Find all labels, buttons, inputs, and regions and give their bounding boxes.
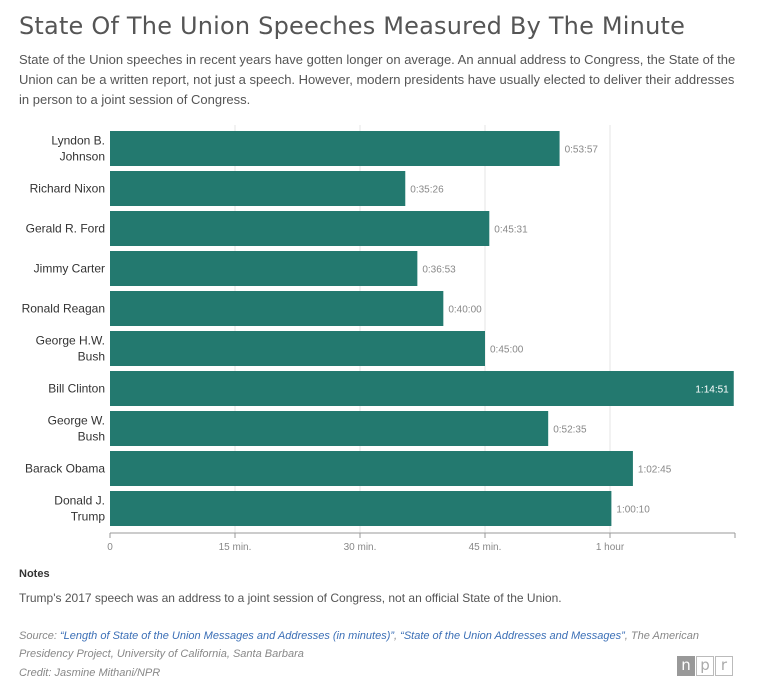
bar (110, 171, 406, 206)
bar (110, 291, 444, 326)
bar (110, 451, 633, 486)
category-label: Donald J. (54, 494, 105, 508)
credit-text: Credit: Jasmine Mithani/NPR (19, 667, 161, 679)
category-label: Gerald R. Ford (26, 222, 105, 236)
bar (110, 131, 560, 166)
source-separator: , (394, 630, 401, 642)
npr-logo: n p r (677, 656, 734, 676)
npr-logo-p: p (696, 656, 714, 676)
data-label: 0:45:00 (490, 345, 524, 356)
bar (110, 331, 485, 366)
category-label: Trump (71, 510, 106, 524)
x-tick-label: 30 min. (344, 542, 377, 553)
category-label: Ronald Reagan (22, 302, 105, 316)
source-link-addresses[interactable]: “State of the Union Addresses and Messag… (400, 630, 625, 642)
x-tick-label: 45 min. (469, 542, 502, 553)
source-link-length[interactable]: “Length of State of the Union Messages a… (59, 630, 395, 642)
category-label: Richard Nixon (30, 182, 105, 196)
data-label: 0:40:00 (448, 305, 482, 316)
bar (110, 371, 734, 406)
data-label: 0:45:31 (494, 225, 528, 236)
category-label: George W. (48, 414, 105, 428)
npr-logo-r: r (715, 656, 733, 676)
data-label: 1:14:51 (695, 385, 729, 396)
category-label: Bush (78, 350, 105, 364)
data-label: 0:52:35 (553, 425, 587, 436)
data-label: 0:35:26 (410, 185, 444, 196)
bar (110, 251, 418, 286)
bar (110, 411, 549, 446)
bar-chart: Lyndon B. Johnson 0:53:57 Richard Nixon 0:35… (22, 125, 736, 553)
category-label: Barack Obama (25, 462, 105, 476)
data-label: 0:53:57 (565, 145, 599, 156)
bar (110, 211, 490, 246)
source-prefix: Source: (19, 630, 60, 642)
notes-text: Trump's 2017 speech was an address to a … (19, 591, 562, 605)
source-text: Source: “Length of State of the Union Me… (19, 627, 719, 663)
category-label: Bush (78, 430, 105, 444)
x-tick-label: 1 hour (596, 542, 625, 553)
category-label: George H.W. (36, 334, 105, 348)
category-label: Lyndon B. (51, 134, 105, 148)
data-label: 1:00:10 (616, 505, 650, 516)
source-suffix: , The American Presidency Project, Unive… (19, 630, 699, 660)
chart-subtitle: State of the Union speeches in recent ye… (19, 52, 736, 107)
npr-logo-n: n (677, 656, 695, 676)
x-tick-label: 0 (107, 542, 113, 553)
category-label: Jimmy Carter (34, 262, 105, 276)
category-label: Bill Clinton (48, 382, 105, 396)
data-label: 1:02:45 (638, 465, 672, 476)
chart-title: State Of The Union Speeches Measured By … (19, 12, 686, 40)
notes-heading: Notes (19, 568, 50, 580)
x-tick-label: 15 min. (219, 542, 252, 553)
bar (110, 491, 612, 526)
data-label: 0:36:53 (422, 265, 456, 276)
category-label: Johnson (60, 150, 105, 164)
